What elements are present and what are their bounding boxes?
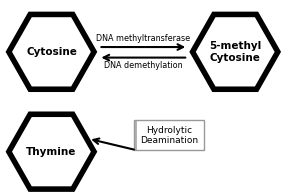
- Bar: [134, 121, 136, 150]
- Bar: [134, 121, 135, 150]
- Bar: [135, 121, 136, 150]
- Bar: [135, 121, 136, 150]
- Text: Hydrolytic
Deamination: Hydrolytic Deamination: [140, 126, 198, 145]
- Polygon shape: [193, 14, 278, 89]
- Bar: [135, 121, 136, 150]
- Bar: [134, 121, 135, 150]
- Bar: [135, 121, 136, 150]
- Text: DNA methyltransferase: DNA methyltransferase: [96, 34, 191, 43]
- Bar: [135, 121, 136, 150]
- Bar: [134, 121, 135, 150]
- Bar: [135, 121, 136, 150]
- Bar: [134, 121, 136, 150]
- Bar: [135, 121, 136, 150]
- Polygon shape: [9, 114, 94, 189]
- Text: Cytosine: Cytosine: [26, 47, 77, 57]
- Bar: [135, 121, 136, 150]
- Bar: [135, 121, 136, 150]
- Bar: [134, 121, 136, 150]
- Bar: [134, 121, 136, 150]
- Bar: [135, 121, 136, 150]
- Bar: [134, 121, 136, 150]
- Bar: [135, 121, 136, 150]
- Bar: [135, 121, 136, 150]
- Bar: [135, 121, 136, 150]
- Text: DNA demethylation: DNA demethylation: [104, 61, 183, 70]
- Bar: [134, 121, 136, 150]
- Bar: [135, 121, 136, 150]
- Bar: [135, 121, 136, 150]
- Bar: [134, 121, 136, 150]
- Bar: [134, 121, 136, 150]
- Bar: [135, 121, 136, 150]
- Bar: [134, 121, 136, 150]
- Bar: [135, 121, 136, 150]
- Bar: [135, 121, 136, 150]
- Bar: [134, 121, 135, 150]
- Bar: [135, 121, 136, 150]
- Text: 5-methyl
Cytosine: 5-methyl Cytosine: [209, 41, 261, 63]
- Bar: [134, 121, 136, 150]
- Bar: [135, 121, 136, 150]
- Bar: [134, 121, 136, 150]
- Bar: [135, 121, 136, 150]
- Bar: [134, 121, 135, 150]
- Bar: [134, 121, 136, 150]
- Bar: [134, 121, 136, 150]
- Bar: [134, 121, 136, 150]
- Bar: [135, 121, 137, 150]
- Bar: [134, 121, 204, 150]
- Bar: [134, 121, 135, 150]
- Polygon shape: [9, 14, 94, 89]
- Bar: [134, 121, 136, 150]
- Bar: [134, 121, 136, 150]
- Bar: [134, 121, 136, 150]
- Bar: [134, 121, 135, 150]
- Bar: [134, 121, 135, 150]
- Bar: [134, 121, 136, 150]
- Text: Thymine: Thymine: [26, 147, 77, 157]
- Bar: [134, 121, 136, 150]
- Bar: [135, 121, 136, 150]
